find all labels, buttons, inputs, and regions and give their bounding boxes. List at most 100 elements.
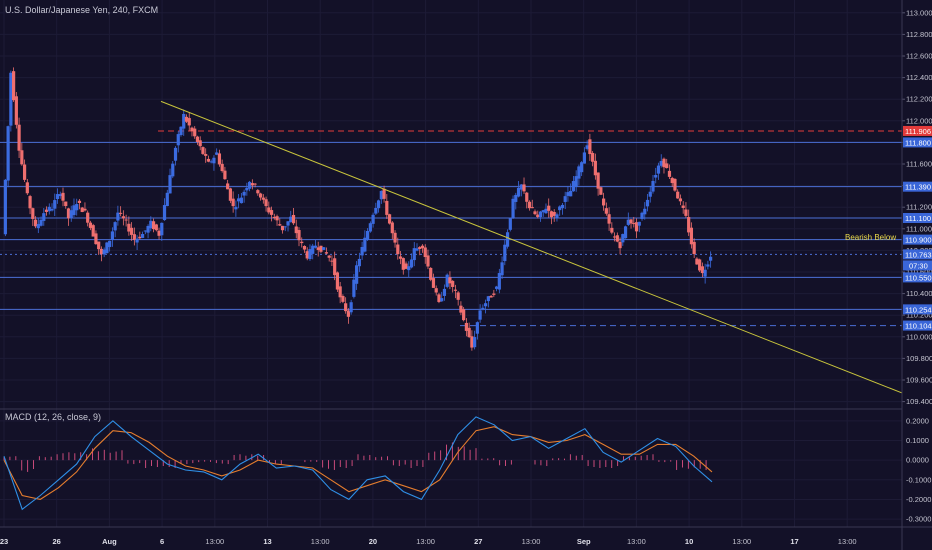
candle-body[interactable]	[700, 266, 704, 274]
candle-body[interactable]	[278, 224, 282, 226]
candle-body[interactable]	[552, 211, 556, 216]
candle-body[interactable]	[228, 188, 232, 201]
candle-body[interactable]	[162, 205, 167, 221]
candle-body[interactable]	[486, 296, 490, 302]
candle-body[interactable]	[398, 256, 403, 259]
candle-body[interactable]	[637, 221, 641, 226]
candle-body[interactable]	[346, 310, 350, 317]
candle-body[interactable]	[234, 206, 238, 210]
candle-body[interactable]	[171, 163, 175, 177]
candle-body[interactable]	[300, 241, 304, 244]
candle-body[interactable]	[151, 221, 156, 230]
candle-body[interactable]	[319, 245, 323, 252]
candle-body[interactable]	[44, 209, 49, 212]
candle-body[interactable]	[83, 208, 87, 211]
candle-body[interactable]	[176, 134, 180, 146]
candle-body[interactable]	[250, 183, 254, 186]
candle-body[interactable]	[640, 212, 644, 219]
candle-body[interactable]	[420, 245, 425, 249]
candle-body[interactable]	[357, 258, 361, 267]
candle-body[interactable]	[437, 294, 441, 302]
candle-body[interactable]	[530, 207, 534, 209]
candle-body[interactable]	[558, 206, 562, 211]
candle-body[interactable]	[385, 200, 389, 215]
candle-body[interactable]	[648, 191, 652, 197]
candle-body[interactable]	[418, 247, 422, 250]
candle-body[interactable]	[138, 236, 142, 239]
candle-body[interactable]	[14, 96, 18, 125]
macd-pane[interactable]	[3, 416, 713, 511]
candle-body[interactable]	[127, 223, 131, 232]
candle-body[interactable]	[626, 219, 630, 225]
candle-body[interactable]	[538, 211, 543, 218]
candle-body[interactable]	[28, 196, 32, 209]
candle-body[interactable]	[302, 246, 307, 250]
candle-body[interactable]	[157, 230, 161, 236]
candle-body[interactable]	[99, 248, 104, 255]
candle-body[interactable]	[264, 199, 268, 207]
candle-body[interactable]	[69, 210, 73, 219]
candle-body[interactable]	[91, 225, 95, 237]
candle-body[interactable]	[665, 163, 669, 169]
candle-body[interactable]	[179, 126, 183, 136]
candle-body[interactable]	[544, 208, 548, 214]
candle-body[interactable]	[678, 198, 683, 202]
candle-body[interactable]	[64, 201, 68, 207]
trendline-group[interactable]	[160, 100, 903, 394]
candle-body[interactable]	[618, 241, 622, 249]
candle-body[interactable]	[36, 224, 40, 229]
candle-body[interactable]	[585, 145, 589, 149]
candle-body[interactable]	[415, 248, 419, 251]
candle-body[interactable]	[689, 227, 694, 245]
candle-body[interactable]	[97, 241, 101, 250]
candle-body[interactable]	[77, 200, 82, 204]
candle-body[interactable]	[316, 247, 320, 250]
candle-body[interactable]	[324, 252, 329, 254]
candle-body[interactable]	[168, 175, 172, 194]
candle-body[interactable]	[656, 165, 661, 174]
candle-body[interactable]	[566, 192, 570, 196]
candle-body[interactable]	[6, 126, 10, 181]
candle-body[interactable]	[212, 157, 216, 164]
candle-body[interactable]	[280, 225, 285, 231]
candle-body[interactable]	[547, 205, 551, 211]
candle-body[interactable]	[541, 210, 545, 213]
candle-body[interactable]	[659, 160, 663, 166]
candle-body[interactable]	[453, 289, 458, 291]
candle-body[interactable]	[706, 264, 710, 267]
candle-body[interactable]	[615, 235, 619, 242]
candle-body[interactable]	[459, 305, 463, 313]
candle-body[interactable]	[429, 267, 433, 280]
candle-body[interactable]	[698, 259, 702, 271]
candle-body[interactable]	[484, 303, 488, 307]
candle-body[interactable]	[431, 278, 436, 288]
candle-body[interactable]	[695, 258, 699, 265]
candle-body[interactable]	[39, 219, 43, 226]
candle-body[interactable]	[634, 222, 639, 232]
candle-body[interactable]	[692, 241, 696, 255]
candle-body[interactable]	[88, 222, 93, 228]
candle-body[interactable]	[448, 277, 452, 284]
candle-body[interactable]	[335, 272, 340, 290]
candle-body[interactable]	[108, 240, 112, 248]
candle-body[interactable]	[673, 178, 677, 191]
candle-body[interactable]	[569, 190, 573, 197]
candle-body[interactable]	[9, 72, 13, 126]
candle-body[interactable]	[371, 214, 375, 224]
candle-body[interactable]	[503, 244, 507, 262]
candle-body[interactable]	[294, 226, 298, 234]
candle-body[interactable]	[629, 219, 633, 224]
candle-body[interactable]	[387, 214, 392, 224]
candle-body[interactable]	[355, 265, 359, 284]
candle-body[interactable]	[256, 190, 260, 194]
candle-body[interactable]	[17, 124, 21, 151]
candle-body[interactable]	[604, 208, 608, 214]
candle-body[interactable]	[676, 191, 680, 199]
candle-body[interactable]	[684, 209, 688, 216]
candle-body[interactable]	[645, 199, 650, 207]
candle-body[interactable]	[445, 274, 449, 287]
candle-body[interactable]	[209, 161, 213, 163]
candle-body[interactable]	[412, 248, 416, 261]
